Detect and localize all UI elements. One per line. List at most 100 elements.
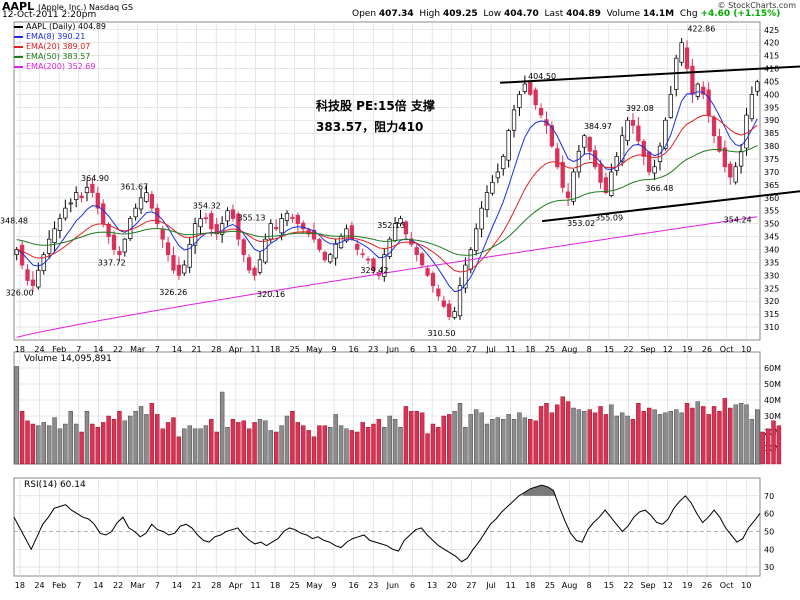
x-tick-label: 13	[427, 345, 437, 354]
candle-body	[511, 109, 517, 131]
volume-bar	[409, 411, 414, 465]
price-tick-label: 370	[764, 168, 779, 177]
candle-body	[614, 156, 619, 171]
volume-bar	[479, 412, 484, 465]
candle-body	[538, 108, 544, 116]
volume-bar	[14, 366, 19, 465]
price-label: 354.32	[193, 201, 221, 210]
legend-item: AAPL (Daily) 404.89	[14, 22, 106, 32]
x-tick-label: 6	[410, 345, 415, 354]
volume-bar	[555, 404, 560, 465]
candle-body	[717, 136, 722, 152]
x-tick-label: 9	[331, 345, 336, 354]
candle-body	[247, 257, 252, 271]
volume-bar	[625, 415, 630, 465]
candle-body	[571, 171, 576, 202]
candle-body	[663, 119, 668, 149]
rsi-title: RSI(14) 60.14	[24, 480, 86, 490]
volume-bar	[776, 425, 782, 465]
candle-body	[430, 273, 436, 287]
candle-body	[528, 81, 533, 95]
volume-bar	[398, 427, 403, 465]
volume-bar	[25, 420, 30, 465]
volume-bar	[690, 407, 695, 465]
x-tick-label: 16	[349, 345, 359, 354]
price-tick-label: 375	[764, 155, 779, 164]
volume-bar	[268, 430, 273, 465]
volume-bar	[728, 407, 733, 465]
rsi-overbought-fill	[521, 485, 557, 496]
x-tick-label: 28	[211, 345, 221, 354]
candle-body	[95, 192, 100, 209]
price-label: 326.26	[159, 288, 187, 297]
volume-title: Volume 14,095,891	[24, 354, 112, 364]
volume-bar	[457, 403, 463, 465]
price-tick-label: 360	[764, 194, 779, 203]
volume-bar	[576, 409, 582, 465]
candle-body	[128, 218, 133, 239]
price-tick-label: 415	[764, 52, 779, 61]
candle-body	[749, 94, 755, 120]
candle-body	[279, 218, 284, 234]
volume-bar	[279, 425, 284, 465]
volume-bar	[203, 425, 209, 465]
volume-bar	[236, 422, 241, 465]
volume-bar	[436, 427, 441, 465]
volume-bar	[473, 409, 479, 465]
candle-body	[74, 192, 79, 201]
volume-bar	[571, 407, 576, 465]
volume-bar	[609, 404, 614, 465]
volume-bar	[219, 391, 225, 465]
volume-bar	[133, 411, 138, 465]
candle-body	[46, 238, 52, 254]
volume-bar	[582, 411, 587, 465]
x-tick-label: 22	[113, 345, 123, 354]
x-tick-label: 14	[172, 581, 182, 590]
price-label: 354.24	[724, 216, 752, 225]
rsi-tick-label: 50	[764, 527, 774, 536]
volume-bar	[30, 423, 36, 465]
volume-bar	[738, 403, 744, 465]
candle-body	[52, 228, 57, 243]
candle-body	[133, 207, 138, 218]
price-tick-label: 385	[764, 129, 779, 138]
price-label: 320.16	[257, 290, 285, 299]
volume-bar	[214, 431, 219, 465]
candle-body	[79, 195, 84, 199]
volume-bar	[706, 414, 711, 465]
candle-body	[479, 207, 484, 230]
x-tick-label: 14	[93, 345, 103, 354]
volume-bar	[533, 420, 538, 465]
candle-body	[84, 187, 90, 194]
volume-bar	[317, 425, 322, 465]
candle-body	[598, 164, 603, 183]
volume-bar	[668, 411, 674, 465]
volume-bar	[46, 425, 52, 465]
volume-bar	[322, 425, 328, 465]
x-tick-label: Jun	[386, 581, 400, 590]
candle-body	[311, 229, 317, 240]
candle-body	[679, 42, 684, 63]
volume-bar	[241, 420, 246, 465]
candle-body	[463, 264, 468, 289]
volume-bar	[425, 433, 430, 465]
volume-bar	[138, 406, 144, 465]
candle-body	[706, 89, 711, 116]
candle-body	[592, 150, 598, 168]
price-tick-label: 330	[764, 271, 779, 280]
x-tick-label: 24	[34, 581, 44, 590]
x-tick-label: 22	[113, 581, 123, 590]
ema50-line	[16, 145, 758, 256]
price-tick-label: 350	[764, 220, 779, 229]
volume-bar	[506, 414, 511, 465]
volume-bar	[452, 411, 457, 465]
x-tick-label: 19	[682, 581, 692, 590]
volume-bar	[349, 430, 355, 465]
candle-body	[122, 238, 127, 253]
price-label: 348.48	[0, 217, 28, 226]
candle-body	[582, 135, 587, 148]
volume-bar	[360, 422, 365, 465]
x-tick-label: 13	[427, 581, 437, 590]
candle-body	[560, 161, 565, 188]
